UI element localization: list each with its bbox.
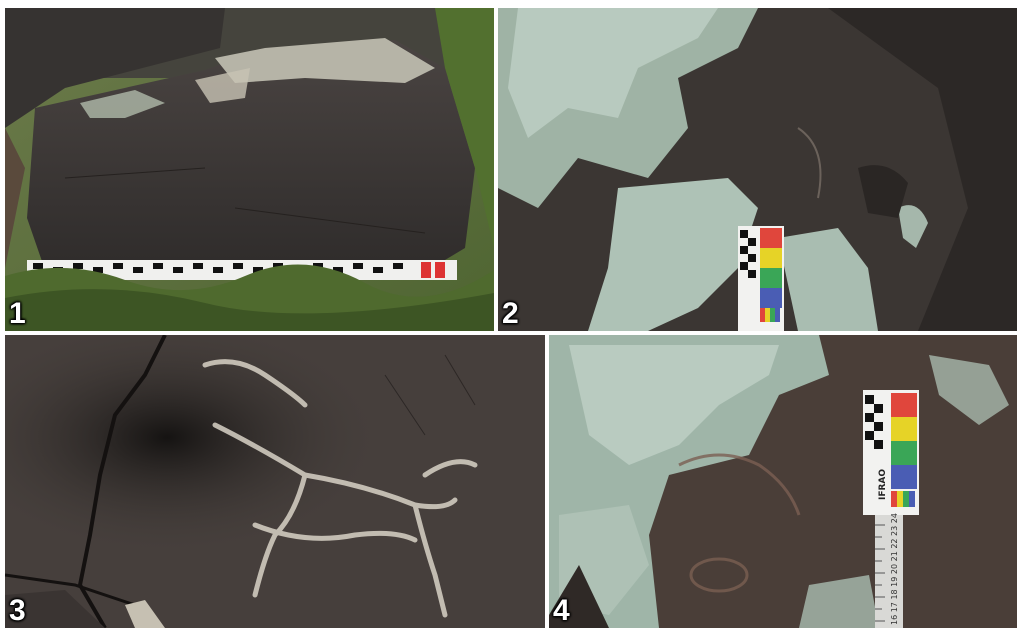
photo-panel-2: 2 bbox=[498, 8, 1017, 331]
photo-panel-1: 1 bbox=[5, 8, 494, 331]
engraved-figure-photo bbox=[5, 335, 545, 628]
lichen-engraving-photo: IFRAO 16 17 18 19 20 21 22 23 24 bbox=[549, 335, 1017, 628]
panel-label-4: 4 bbox=[553, 596, 570, 626]
ruler-numbers: 16 17 18 19 20 21 22 23 24 bbox=[890, 513, 899, 625]
panel-label-3: 3 bbox=[9, 596, 26, 626]
boulder-photo bbox=[5, 8, 494, 331]
photo-panel-3: 3 bbox=[5, 335, 545, 628]
color-calibration-card bbox=[738, 226, 784, 331]
scale-card-text: IFRAO bbox=[878, 469, 888, 500]
ruler: 16 17 18 19 20 21 22 23 24 bbox=[875, 513, 903, 628]
color-calibration-card: IFRAO bbox=[863, 390, 919, 515]
panel-label-1: 1 bbox=[9, 299, 26, 329]
panel-label-2: 2 bbox=[502, 299, 519, 329]
lichen-rock-photo bbox=[498, 8, 1017, 331]
photo-panel-4: IFRAO 16 17 18 19 20 21 22 23 24 4 bbox=[549, 335, 1017, 628]
